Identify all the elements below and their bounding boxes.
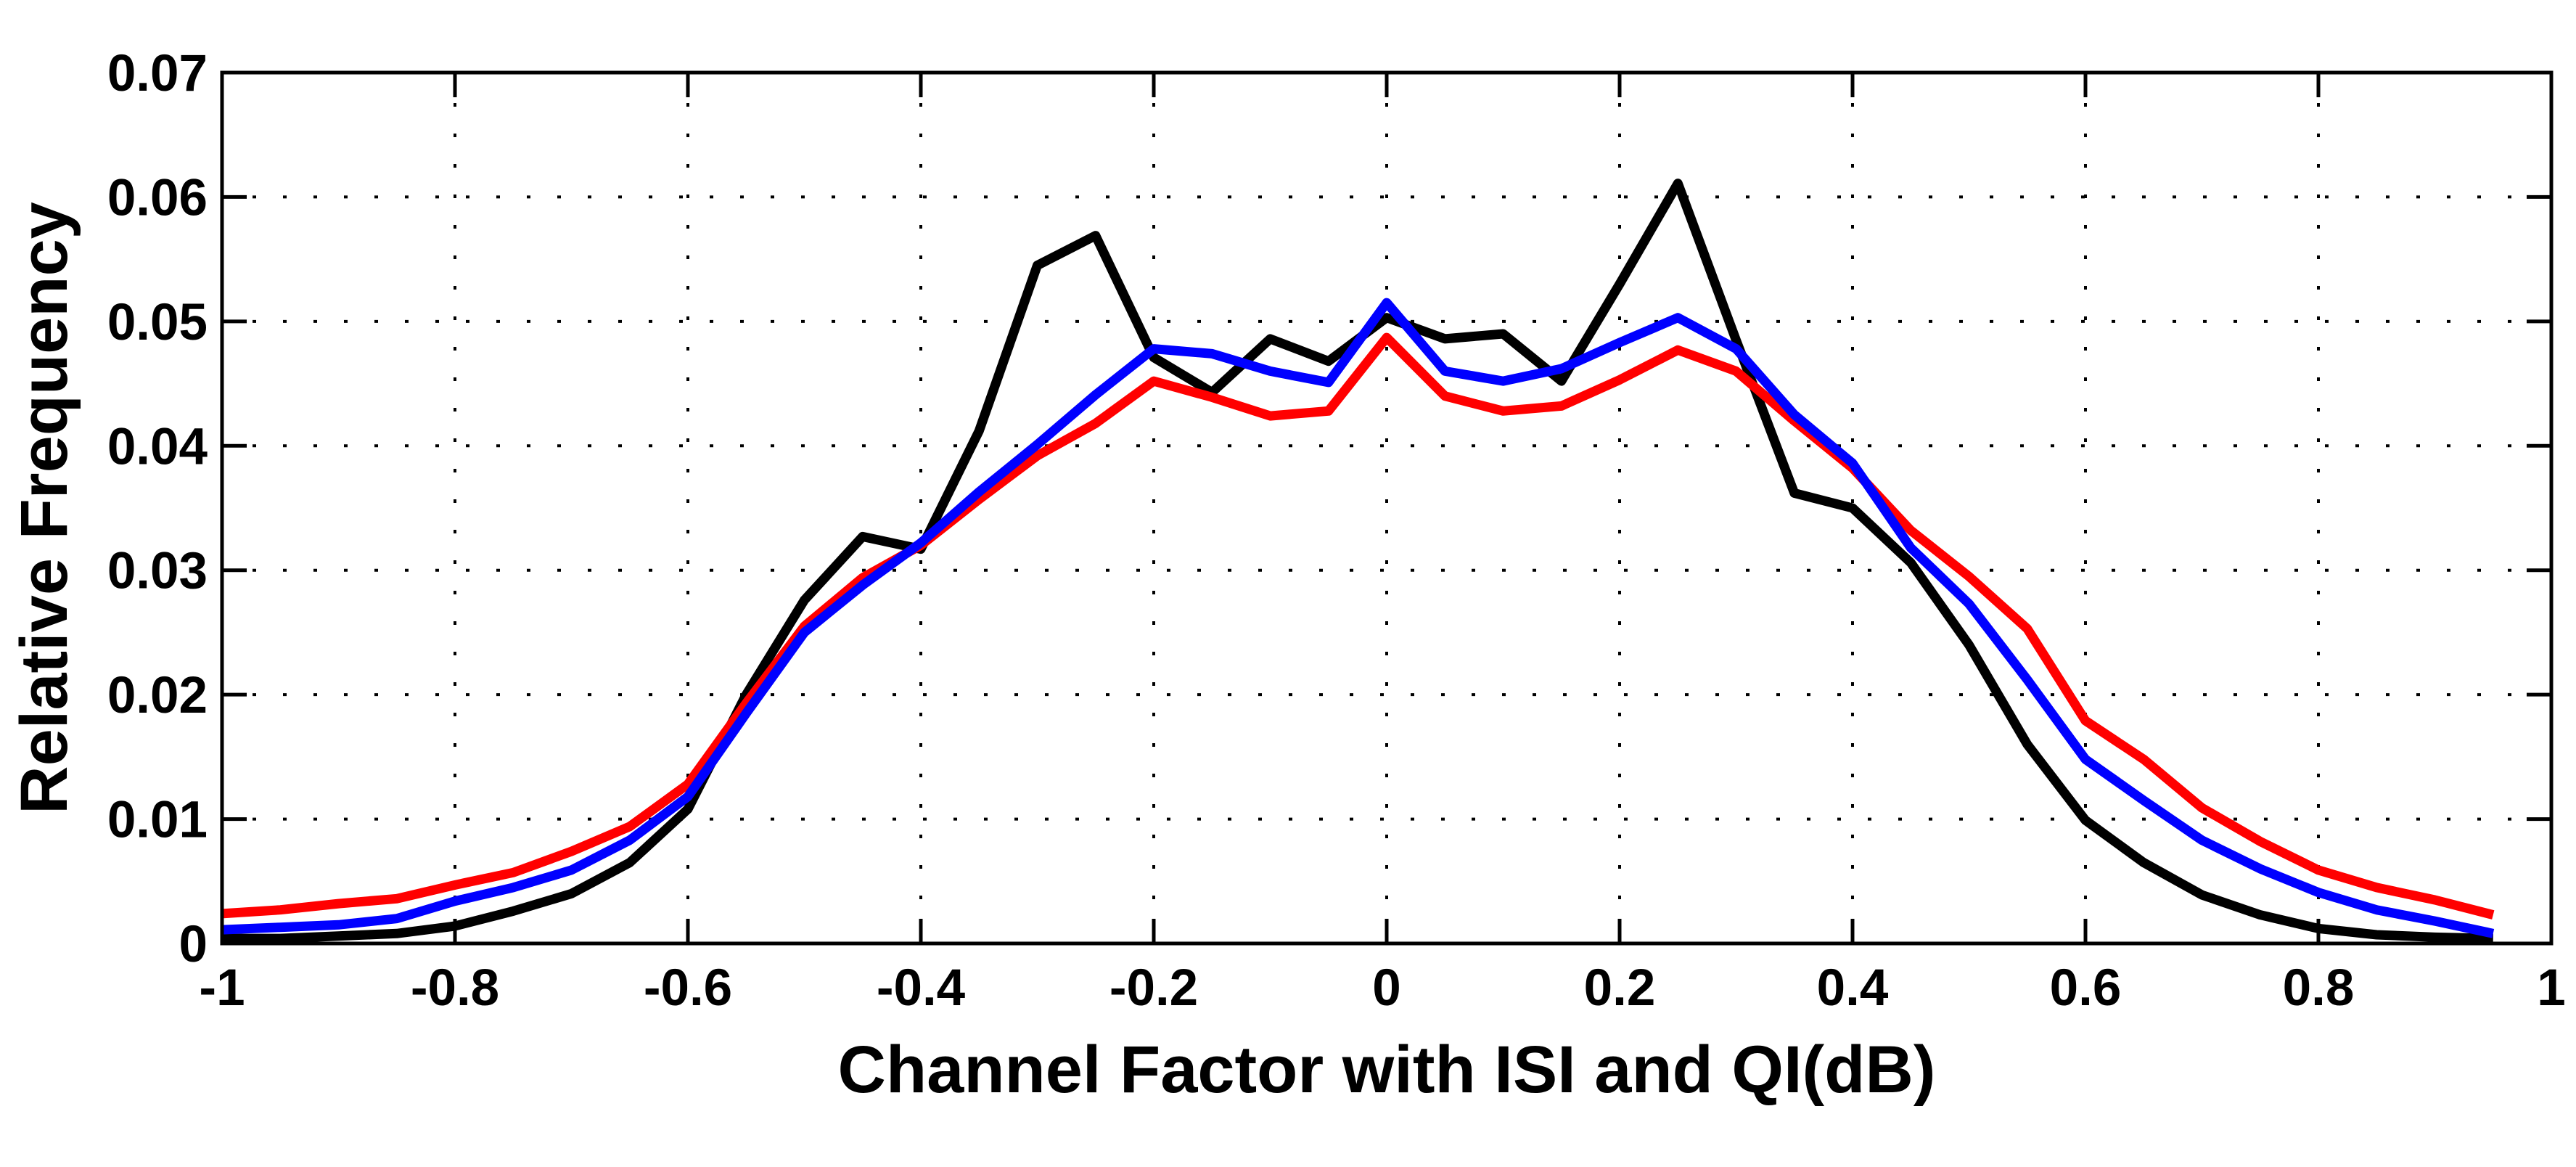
series-red-line bbox=[221, 332, 2495, 920]
x-tick-label: -1 bbox=[199, 959, 245, 1017]
x-tick-label: 1 bbox=[2537, 959, 2566, 1017]
y-tick-label: 0.07 bbox=[107, 45, 208, 102]
x-tick-label: 0.2 bbox=[1584, 959, 1656, 1017]
x-tick-label: -0.8 bbox=[411, 959, 499, 1017]
y-tick-label: 0.02 bbox=[107, 667, 208, 724]
plot-area-border bbox=[220, 70, 2554, 946]
x-tick-label: -0.4 bbox=[877, 959, 966, 1017]
y-tick-label: 0.01 bbox=[107, 792, 208, 849]
series-blue-line bbox=[221, 298, 2495, 938]
x-tick-label: 0.6 bbox=[2050, 959, 2122, 1017]
x-tick-label: -0.2 bbox=[1109, 959, 1198, 1017]
x-tick-label: 0.4 bbox=[1817, 959, 1889, 1017]
x-tick-label: 0.8 bbox=[2283, 959, 2355, 1017]
y-tick-label: 0.05 bbox=[107, 294, 208, 351]
y-tick-label: 0 bbox=[179, 916, 208, 973]
x-tick-label: -0.6 bbox=[644, 959, 732, 1017]
y-axis-label: Relative Frequency bbox=[7, 202, 81, 814]
y-tick-label: 0.06 bbox=[107, 169, 208, 226]
x-axis-label: Channel Factor with ISI and QI(dB) bbox=[838, 1033, 1936, 1107]
x-tick-label: 0 bbox=[1372, 959, 1401, 1017]
y-tick-label: 0.03 bbox=[107, 543, 208, 600]
y-tick-label: 0.04 bbox=[107, 418, 208, 475]
